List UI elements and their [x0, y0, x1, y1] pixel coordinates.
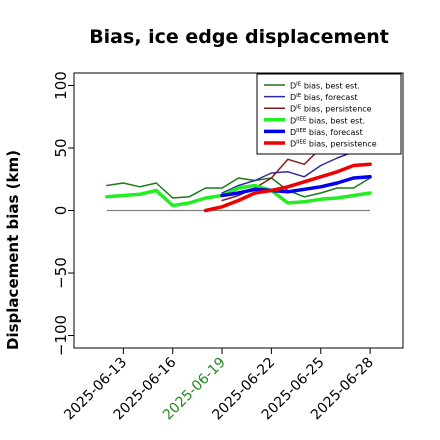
- legend-entry: DIE bias, persistence: [290, 105, 372, 114]
- legend-entry: DIE bias, forecast: [290, 93, 358, 102]
- legend-entry: DIIEE bias, persistence: [290, 140, 377, 149]
- series-line-5: [220, 175, 372, 198]
- y-tick-label: 0: [52, 206, 70, 216]
- series-line-1: [106, 177, 371, 199]
- legend-box: [256, 73, 402, 155]
- series-line-2: [221, 143, 371, 194]
- legend-entry: DIE bias, best est.: [290, 82, 360, 91]
- y-tick-label: 50: [52, 138, 70, 157]
- series-line-4: [105, 183, 372, 208]
- legend: DIE bias, best est. DIE bias, forecast DIE…: [256, 73, 402, 155]
- chart-title: Bias, ice edge displacement: [89, 26, 389, 48]
- y-tick-label: 100: [52, 71, 70, 100]
- y-tick-label: −50: [52, 257, 70, 289]
- legend-entry: DIIEE bias, best est.: [290, 116, 365, 125]
- series-line-6: [203, 162, 372, 213]
- legend-entry: DIIEE bias, forecast: [290, 128, 363, 137]
- y-tick-label: −100: [52, 315, 70, 356]
